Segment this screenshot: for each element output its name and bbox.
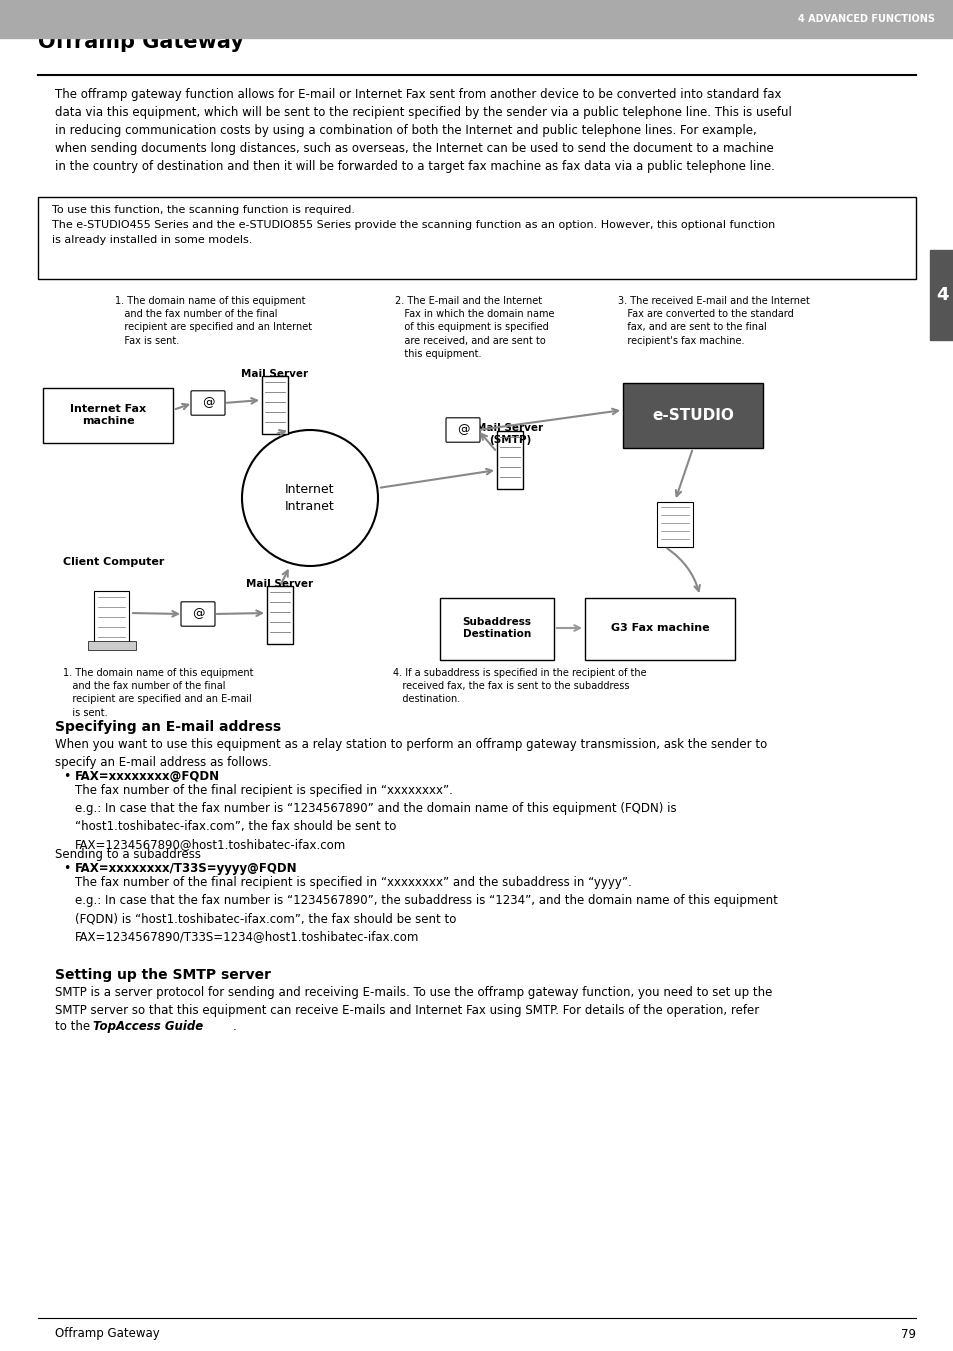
Text: 1. The domain name of this equipment
   and the fax number of the final
   recip: 1. The domain name of this equipment and…	[63, 667, 253, 717]
FancyBboxPatch shape	[622, 382, 762, 449]
Text: FAX=xxxxxxxx@FQDN: FAX=xxxxxxxx@FQDN	[75, 770, 220, 784]
Text: •: •	[63, 862, 71, 875]
Text: Mail Server: Mail Server	[246, 580, 314, 589]
Text: Specifying an E-mail address: Specifying an E-mail address	[55, 720, 281, 734]
Text: to the: to the	[55, 1020, 93, 1034]
Text: Subaddress
Destination: Subaddress Destination	[462, 617, 531, 639]
Text: The offramp gateway function allows for E-mail or Internet Fax sent from another: The offramp gateway function allows for …	[55, 88, 791, 173]
FancyBboxPatch shape	[181, 601, 214, 627]
FancyBboxPatch shape	[267, 586, 293, 644]
Text: Client Computer: Client Computer	[63, 557, 164, 567]
FancyBboxPatch shape	[584, 598, 734, 661]
Circle shape	[242, 430, 377, 566]
FancyBboxPatch shape	[88, 640, 136, 650]
Text: Offramp Gateway: Offramp Gateway	[55, 1328, 159, 1340]
Text: The fax number of the final recipient is specified in “xxxxxxxx”.
e.g.: In case : The fax number of the final recipient is…	[75, 784, 676, 851]
Bar	[929, 250, 953, 340]
Text: Mail Server: Mail Server	[241, 369, 308, 380]
FancyBboxPatch shape	[38, 197, 915, 280]
FancyBboxPatch shape	[43, 388, 172, 443]
Text: Mail Server
(SMTP): Mail Server (SMTP)	[476, 423, 543, 446]
FancyBboxPatch shape	[439, 598, 554, 661]
FancyBboxPatch shape	[446, 417, 479, 442]
Text: The fax number of the final recipient is specified in “xxxxxxxx” and the subaddr: The fax number of the final recipient is…	[75, 875, 777, 943]
FancyBboxPatch shape	[657, 501, 692, 547]
Text: 4 ADVANCED FUNCTIONS: 4 ADVANCED FUNCTIONS	[797, 14, 934, 24]
Text: Offramp Gateway: Offramp Gateway	[38, 32, 244, 51]
Text: @: @	[192, 608, 204, 620]
Text: .: .	[233, 1020, 236, 1034]
Text: 2. The E-mail and the Internet
   Fax in which the domain name
   of this equipm: 2. The E-mail and the Internet Fax in wh…	[395, 296, 554, 359]
Text: 1. The domain name of this equipment
   and the fax number of the final
   recip: 1. The domain name of this equipment and…	[115, 296, 312, 346]
FancyBboxPatch shape	[94, 590, 130, 646]
Text: 79: 79	[900, 1328, 915, 1340]
FancyBboxPatch shape	[191, 390, 225, 415]
FancyBboxPatch shape	[497, 431, 522, 489]
Text: 3. The received E-mail and the Internet
   Fax are converted to the standard
   : 3. The received E-mail and the Internet …	[618, 296, 809, 346]
Text: FAX=xxxxxxxx/T33S=yyyy@FQDN: FAX=xxxxxxxx/T33S=yyyy@FQDN	[75, 862, 297, 875]
FancyBboxPatch shape	[262, 376, 288, 434]
Text: Sending to a subaddress: Sending to a subaddress	[55, 848, 201, 861]
Text: TopAccess Guide: TopAccess Guide	[92, 1020, 203, 1034]
Text: Internet
Intranet: Internet Intranet	[285, 484, 335, 513]
Text: To use this function, the scanning function is required.
The e-STUDIO455 Series : To use this function, the scanning funct…	[52, 205, 775, 246]
Bar	[0, 0, 953, 38]
Text: Setting up the SMTP server: Setting up the SMTP server	[55, 969, 271, 982]
Text: e-STUDIO: e-STUDIO	[652, 408, 733, 423]
Text: 4. If a subaddress is specified in the recipient of the
   received fax, the fax: 4. If a subaddress is specified in the r…	[393, 667, 646, 704]
Text: •: •	[63, 770, 71, 784]
Text: @: @	[456, 423, 469, 436]
Text: G3 Fax machine: G3 Fax machine	[610, 623, 709, 634]
Text: SMTP is a server protocol for sending and receiving E-mails. To use the offramp : SMTP is a server protocol for sending an…	[55, 986, 772, 1017]
Text: @: @	[201, 396, 214, 409]
Text: Internet Fax
machine: Internet Fax machine	[70, 404, 146, 426]
Text: When you want to use this equipment as a relay station to perform an offramp gat: When you want to use this equipment as a…	[55, 738, 766, 769]
Text: 4: 4	[935, 286, 947, 304]
